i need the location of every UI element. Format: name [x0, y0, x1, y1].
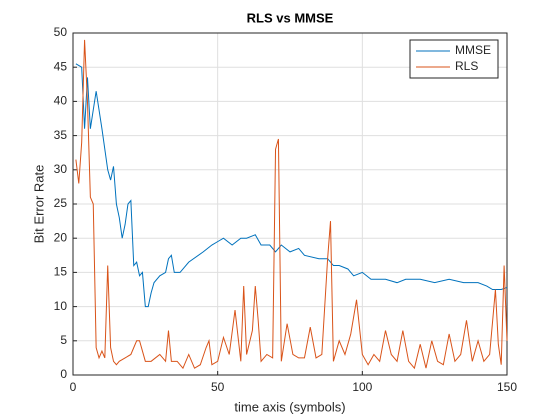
y-tick-label: 10 [54, 299, 68, 313]
line-series [75, 63, 508, 308]
y-tick-label: 30 [54, 162, 68, 176]
legend-label: MMSE [455, 43, 491, 57]
x-axis-label: time axis (symbols) [234, 399, 345, 414]
legend-box [409, 39, 499, 79]
y-tick-label: 5 [60, 333, 67, 347]
y-tick-label: 45 [54, 59, 68, 73]
chart-title: RLS vs MMSE [247, 10, 334, 25]
axes-box [72, 32, 508, 376]
x-tick-label: 100 [352, 380, 372, 394]
y-tick-label: 15 [54, 265, 68, 279]
y-tick-label: 25 [54, 196, 68, 210]
line-series [75, 39, 508, 370]
y-tick-label: 50 [54, 25, 68, 39]
legend-label: RLS [455, 59, 478, 73]
y-axis-label: Bit Error Rate [31, 165, 46, 244]
y-tick-label: 0 [60, 367, 67, 381]
x-tick-label: 0 [70, 380, 77, 394]
x-tick-label: 150 [497, 380, 517, 394]
y-tick-label: 40 [54, 94, 68, 108]
y-tick-label: 35 [54, 128, 68, 142]
y-tick-label: 20 [54, 230, 68, 244]
x-tick-label: 50 [211, 380, 225, 394]
